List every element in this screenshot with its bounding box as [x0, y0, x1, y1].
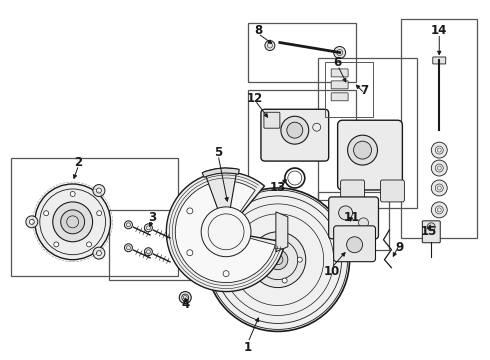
Circle shape	[431, 202, 447, 218]
Circle shape	[281, 116, 309, 144]
Wedge shape	[166, 172, 285, 292]
Text: 14: 14	[431, 24, 447, 37]
FancyBboxPatch shape	[433, 57, 446, 64]
Text: 6: 6	[334, 56, 342, 69]
Circle shape	[265, 41, 275, 50]
Circle shape	[97, 251, 101, 256]
Circle shape	[258, 244, 263, 249]
Circle shape	[250, 232, 306, 288]
Circle shape	[93, 247, 105, 259]
Circle shape	[287, 122, 303, 138]
Bar	[248, 90, 356, 200]
Circle shape	[354, 141, 371, 159]
Circle shape	[427, 223, 435, 231]
Circle shape	[187, 250, 193, 256]
Circle shape	[206, 188, 349, 332]
Circle shape	[359, 218, 368, 228]
Circle shape	[44, 211, 49, 216]
Text: 13: 13	[270, 181, 286, 194]
Wedge shape	[204, 168, 237, 232]
Circle shape	[201, 207, 251, 257]
Text: 15: 15	[421, 225, 438, 238]
Bar	[318, 192, 390, 250]
FancyBboxPatch shape	[334, 226, 375, 262]
Circle shape	[431, 180, 447, 196]
Circle shape	[145, 248, 152, 256]
Circle shape	[347, 135, 377, 165]
Text: 12: 12	[247, 92, 263, 105]
Text: 2: 2	[74, 156, 83, 168]
FancyBboxPatch shape	[331, 93, 348, 101]
Circle shape	[70, 192, 75, 197]
Circle shape	[97, 211, 102, 216]
Text: 7: 7	[361, 84, 368, 97]
Circle shape	[339, 206, 353, 220]
Text: 11: 11	[343, 211, 360, 224]
Circle shape	[431, 142, 447, 158]
Circle shape	[97, 188, 101, 193]
FancyBboxPatch shape	[331, 81, 348, 89]
FancyBboxPatch shape	[422, 221, 440, 243]
Bar	[248, 23, 356, 82]
Circle shape	[124, 244, 132, 252]
Text: 1: 1	[244, 341, 252, 354]
FancyBboxPatch shape	[338, 120, 402, 190]
Circle shape	[297, 257, 302, 262]
FancyBboxPatch shape	[329, 197, 378, 239]
Text: 5: 5	[214, 145, 222, 159]
Bar	[318, 58, 417, 208]
Circle shape	[93, 185, 105, 197]
Wedge shape	[202, 168, 239, 177]
Circle shape	[53, 202, 93, 242]
Circle shape	[282, 237, 287, 241]
Circle shape	[346, 237, 363, 253]
Circle shape	[29, 219, 34, 224]
Text: 9: 9	[395, 241, 404, 254]
Circle shape	[187, 208, 193, 214]
Text: 8: 8	[254, 24, 262, 37]
Circle shape	[87, 242, 92, 247]
FancyBboxPatch shape	[380, 180, 404, 202]
Circle shape	[258, 270, 263, 275]
Circle shape	[26, 216, 38, 228]
Circle shape	[124, 221, 132, 229]
Circle shape	[145, 224, 152, 232]
FancyBboxPatch shape	[261, 109, 329, 161]
Circle shape	[54, 242, 59, 247]
Circle shape	[61, 210, 85, 234]
Circle shape	[334, 46, 345, 58]
Circle shape	[268, 250, 288, 270]
Circle shape	[179, 292, 191, 303]
Text: 3: 3	[148, 211, 156, 224]
FancyBboxPatch shape	[341, 180, 365, 202]
FancyBboxPatch shape	[331, 69, 348, 77]
Text: 4: 4	[181, 298, 189, 311]
Bar	[11, 158, 178, 276]
Circle shape	[35, 184, 111, 260]
Circle shape	[431, 160, 447, 176]
FancyBboxPatch shape	[264, 112, 280, 128]
Text: 10: 10	[323, 265, 340, 278]
Circle shape	[282, 278, 287, 283]
Bar	[108, 210, 198, 280]
Bar	[401, 19, 477, 238]
Circle shape	[223, 271, 229, 276]
Polygon shape	[276, 212, 288, 252]
Bar	[325, 62, 372, 117]
Wedge shape	[175, 181, 275, 283]
